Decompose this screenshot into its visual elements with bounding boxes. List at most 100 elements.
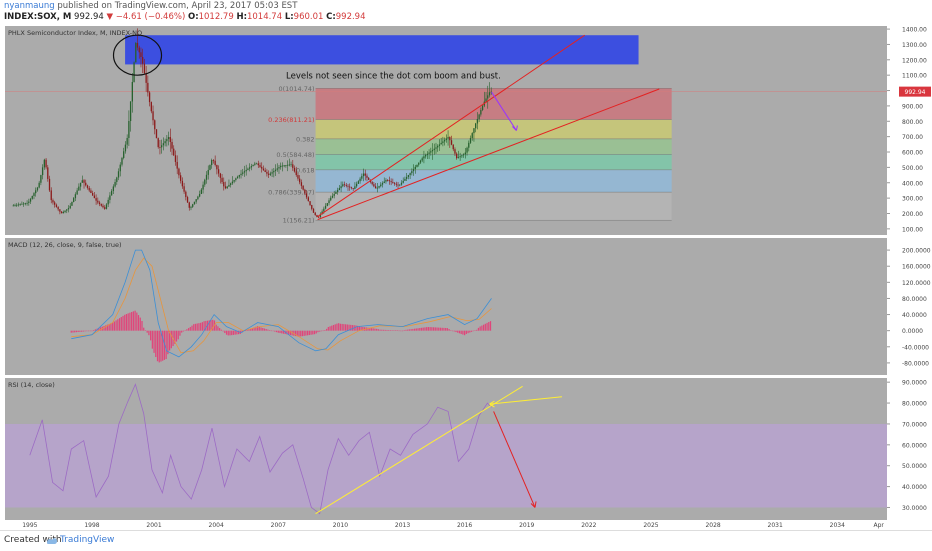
macd-histogram-bar [346, 324, 348, 331]
candle-body [307, 197, 309, 202]
candle-body [368, 177, 370, 180]
macd-histogram-bar [139, 317, 141, 331]
fib-level-label: 0.236(811.21) [268, 116, 314, 124]
rsi-band [5, 423, 887, 508]
candle-body [81, 180, 83, 183]
candle-body [69, 205, 71, 209]
macd-histogram-bar [357, 325, 359, 331]
macd-histogram-bar [263, 328, 266, 331]
candle-body [490, 91, 492, 93]
macd-histogram-bar [363, 327, 366, 331]
price-y-tick-label: 1200.00 [902, 57, 927, 64]
candle-body [95, 198, 97, 201]
candle-body [209, 165, 211, 170]
macd-histogram-bar [110, 323, 112, 331]
candle-body [192, 204, 194, 207]
macd-histogram-bar [210, 320, 212, 331]
macd-histogram-bar [417, 328, 419, 331]
candle-body [421, 158, 423, 161]
macd-histogram-bar [136, 312, 138, 331]
candle-body [440, 142, 442, 145]
macd-histogram-bar [344, 324, 347, 331]
candle-body [264, 170, 266, 172]
symbol-label: INDEX:SOX, M [4, 12, 72, 22]
candle-body [110, 190, 113, 196]
purple-arrowhead [512, 125, 518, 131]
macd-histogram-bar [131, 312, 133, 331]
macd-histogram-bar [319, 330, 321, 332]
high-value: 1014.74 [246, 12, 283, 22]
candle-body [240, 173, 242, 176]
price-pane: 0(1014.74) 0.236(811.21) 0.382 0.5(584.48) 0… [5, 28, 931, 225]
macd-histogram-bar [422, 327, 424, 331]
last-price: 992.94 [74, 12, 104, 22]
macd-histogram-bar [381, 329, 383, 331]
candle-body [462, 154, 465, 156]
candle-body [255, 163, 258, 165]
chart-svg[interactable]: 1400.001300.001200.001100.001000.00900.0… [0, 26, 932, 530]
macd-histogram-bar [113, 321, 115, 331]
macd-histogram-bar [182, 330, 185, 332]
candle-body [283, 165, 285, 167]
macd-histogram-bar [158, 330, 160, 363]
macd-histogram-bar [229, 330, 231, 336]
fib-level-label: 0.786(339.07) [268, 189, 314, 197]
macd-histogram-bar [450, 330, 452, 331]
macd-histogram-bar [432, 327, 435, 331]
macd-histogram-bar [277, 330, 279, 333]
macd-histogram-bar [488, 322, 490, 331]
macd-histogram-bar [187, 328, 190, 331]
macd-histogram-bar [191, 325, 193, 331]
candle-body [97, 200, 99, 203]
candle-body [243, 171, 246, 173]
candle-body [388, 180, 391, 182]
candle-body [28, 201, 30, 203]
macd-histogram-bar [75, 330, 78, 333]
macd-histogram-bar [436, 327, 438, 331]
macd-histogram-bar [184, 330, 186, 331]
macd-histogram-bar [156, 330, 159, 362]
candle-body [185, 191, 187, 198]
candle-body [38, 182, 40, 188]
macd-histogram-bar [389, 330, 392, 331]
macd-histogram-bar [146, 330, 148, 333]
price-y-tick-label: 700.00 [902, 134, 923, 141]
candle-body [85, 182, 87, 186]
candle-body [418, 162, 420, 165]
candle-body [335, 191, 337, 194]
candle-body [114, 181, 116, 187]
macd-histogram-bar [294, 330, 297, 337]
candles [12, 28, 492, 219]
macd-signal-line [71, 257, 492, 354]
macd-histogram-bar [86, 330, 88, 332]
macd-histogram-bar [467, 330, 469, 334]
macd-histogram-bar [201, 322, 203, 331]
macd-histogram-bar [255, 326, 257, 331]
chart-frame[interactable]: 1400.001300.001200.001100.001000.00900.0… [0, 26, 932, 530]
tradingview-link[interactable]: TradingView [60, 535, 115, 545]
macd-histogram-bar [232, 330, 235, 335]
rsi-line [29, 383, 492, 515]
macd-y-tick-label: 0.0000 [902, 328, 923, 335]
candle-body [276, 168, 278, 170]
macd-histogram-bar [410, 329, 412, 331]
macd-histogram-bar [141, 320, 143, 331]
candle-body [231, 181, 234, 184]
blue-highlight-box [125, 35, 639, 65]
macd-histogram-bar [358, 326, 360, 331]
macd-histogram-bar [162, 330, 164, 361]
author-link[interactable]: nyanmaung [4, 1, 55, 11]
macd-histogram-bar [186, 329, 188, 331]
candle-body [419, 160, 422, 163]
candle-body [476, 118, 479, 124]
price-y-tick-label: 600.00 [902, 150, 923, 157]
candle-body [328, 200, 330, 204]
candle-body [155, 129, 158, 139]
candle-body [426, 153, 429, 156]
macd-histogram-bar [94, 329, 97, 331]
candle-body [473, 128, 475, 134]
macd-histogram-bar [236, 330, 238, 335]
candle-body [162, 143, 165, 146]
macd-histogram-bar [106, 324, 109, 331]
fib-level-label: 1(156.21) [283, 217, 315, 225]
